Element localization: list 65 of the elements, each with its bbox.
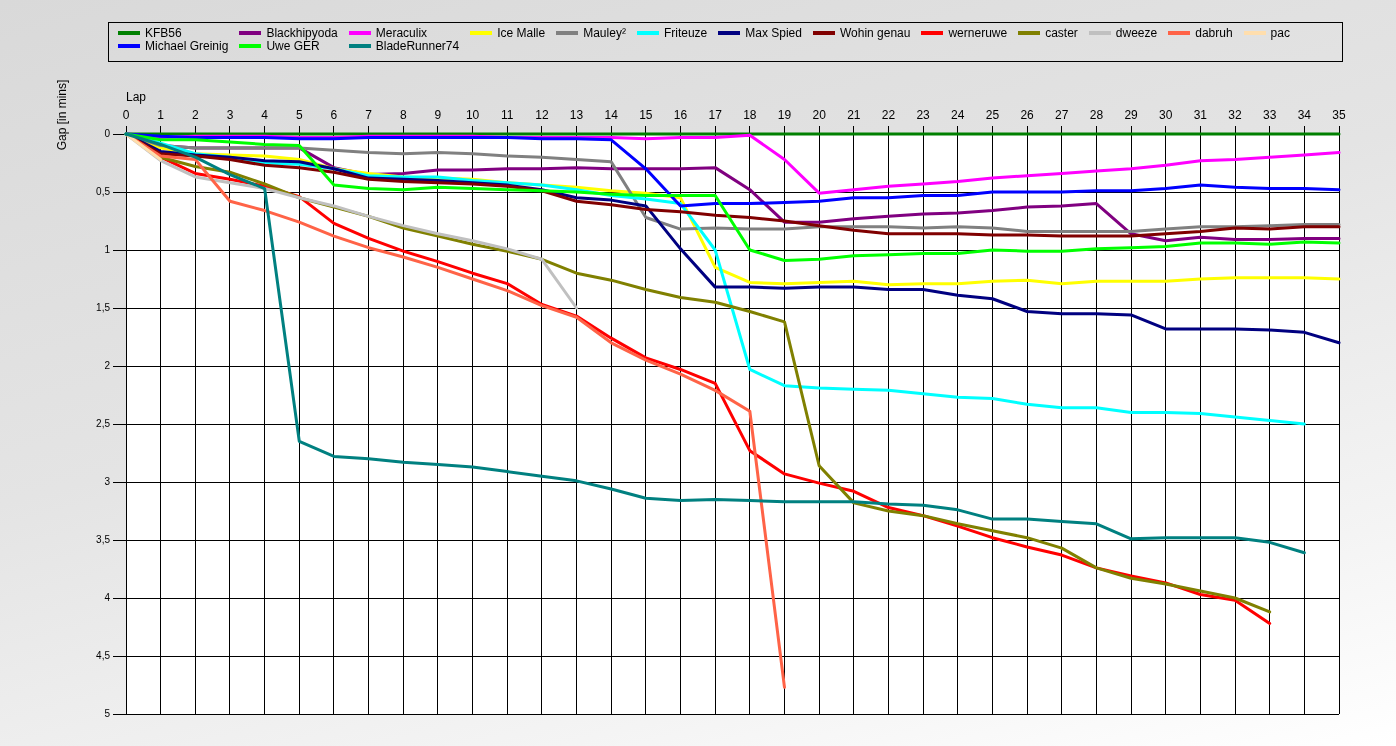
x-tick-label: 32: [1228, 108, 1243, 123]
x-tick-label: 2: [191, 108, 199, 123]
x-tick-label: 24: [951, 108, 965, 123]
x-tick-label: 34: [1297, 108, 1312, 123]
x-tick-label: 15: [639, 108, 653, 123]
x-tick-label: 21: [847, 108, 861, 123]
x-tick-label: 1: [157, 108, 165, 123]
legend-label: pac: [1270, 26, 1290, 40]
x-tick-label: 5: [295, 108, 303, 123]
x-tick-label: 4: [261, 108, 269, 123]
x-tick-label: 3: [226, 108, 234, 123]
y-tick-label: 1: [104, 243, 111, 255]
x-tick-label: 16: [673, 108, 688, 123]
x-tick-label: 14: [604, 108, 619, 123]
legend-label: caster: [1045, 26, 1078, 40]
x-tick-label: 7: [365, 108, 373, 123]
x-tick-label: 27: [1055, 108, 1069, 123]
legend-label: Blackhipyoda: [266, 26, 338, 40]
legend-label: Max Spied: [745, 26, 802, 40]
x-tick-label: 22: [881, 108, 896, 123]
y-tick-label: 3,5: [96, 533, 111, 545]
x-tick-label: 23: [916, 108, 931, 123]
y-tick-label: 3: [104, 475, 111, 487]
legend-label: Wohin genau: [839, 26, 911, 40]
x-tick-label: 11: [500, 108, 514, 123]
x-tick-label: 18: [743, 108, 757, 123]
y-tick-label: 2,5: [96, 417, 111, 429]
x-tick-label: 26: [1020, 108, 1035, 123]
legend-label: Michael Greinig: [145, 39, 229, 53]
legend-label: Meraculix: [375, 26, 428, 40]
legend-label: dweeze: [1115, 26, 1158, 40]
x-tick-label: 12: [535, 108, 549, 123]
legend-label: Friteuze: [663, 26, 708, 40]
x-tick-label: 9: [434, 108, 442, 123]
y-tick-label: 2: [104, 359, 111, 371]
x-tick-label: 17: [708, 108, 723, 123]
x-tick-label: 33: [1263, 108, 1277, 123]
x-tick-label: 30: [1159, 108, 1173, 123]
y-tick-label: 5: [104, 707, 111, 719]
x-tick-label: 28: [1089, 108, 1104, 123]
legend-label: KFB56: [145, 26, 182, 40]
x-tick-label: 29: [1124, 108, 1139, 123]
y-tick-label: 4: [104, 591, 111, 603]
x-tick-label: 35: [1332, 108, 1346, 123]
legend-label: dabruh: [1195, 26, 1233, 40]
x-tick-label: 13: [569, 108, 584, 123]
x-tick-label: 0: [122, 108, 130, 123]
y-axis-title: Gap [in mins]: [55, 79, 69, 151]
x-tick-label: 19: [777, 108, 792, 123]
legend-label: Ice Malle: [497, 26, 546, 40]
y-tick-label: 4,5: [96, 649, 111, 661]
y-tick-label: 1,5: [96, 301, 111, 313]
x-tick-label: 10: [465, 108, 480, 123]
legend-label: werneruwe: [948, 26, 1008, 40]
y-tick-label: 0,5: [96, 185, 111, 197]
x-tick-label: 6: [330, 108, 338, 123]
x-tick-label: 31: [1193, 108, 1208, 123]
x-tick-label: 20: [812, 108, 827, 123]
x-tick-label: 8: [399, 108, 407, 123]
y-tick-label: 0: [104, 127, 111, 139]
legend-label: Uwe GER: [266, 39, 320, 53]
legend-label: BladeRunner74: [375, 39, 460, 53]
x-axis-title: Lap: [126, 89, 147, 104]
x-tick-label: 25: [985, 108, 1000, 123]
legend-label: Mauley²: [583, 26, 626, 40]
